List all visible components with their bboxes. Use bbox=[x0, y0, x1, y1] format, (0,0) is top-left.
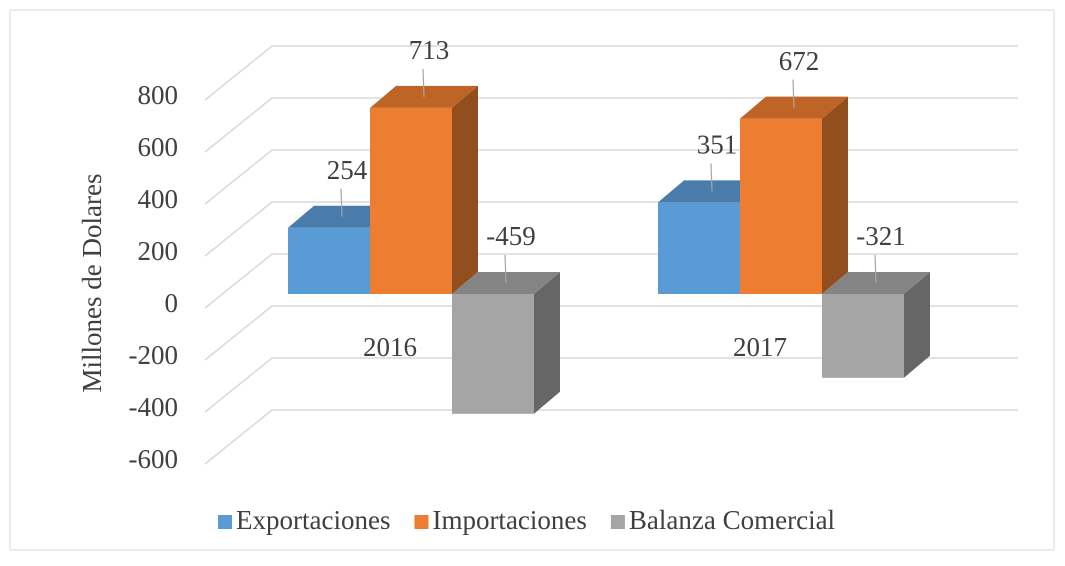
data-label: 254 bbox=[327, 155, 368, 185]
leader-line bbox=[422, 68, 425, 97]
data-label: -459 bbox=[486, 221, 536, 251]
x-tick-label: 2017 bbox=[733, 332, 787, 362]
legend-swatch bbox=[218, 515, 232, 529]
legend-label: Exportaciones bbox=[236, 505, 390, 535]
bar bbox=[452, 294, 534, 414]
y-tick-label: -400 bbox=[129, 392, 179, 422]
leader-line bbox=[710, 163, 713, 192]
data-label: 672 bbox=[779, 46, 820, 76]
legend-swatch bbox=[610, 515, 625, 529]
grid-line bbox=[204, 45, 1018, 101]
leader-line bbox=[340, 188, 343, 217]
y-tick-label: 0 bbox=[165, 288, 179, 318]
data-label: 351 bbox=[697, 130, 738, 160]
leader-line bbox=[874, 254, 877, 284]
bar-side bbox=[452, 85, 478, 294]
y-tick-label: 200 bbox=[138, 236, 179, 266]
bar bbox=[370, 107, 452, 294]
chart-border bbox=[9, 9, 1055, 551]
bar bbox=[288, 227, 370, 294]
y-tick-label: 400 bbox=[138, 184, 179, 214]
legend-label: Importaciones bbox=[432, 505, 586, 535]
y-tick-label: -200 bbox=[129, 340, 179, 370]
bar bbox=[822, 294, 904, 378]
y-tick-label: -600 bbox=[129, 444, 179, 474]
grid-line bbox=[204, 97, 1018, 153]
x-tick-label: 2016 bbox=[363, 332, 417, 362]
grid-line bbox=[204, 305, 1018, 361]
bar-side bbox=[822, 96, 848, 294]
leader-line bbox=[792, 79, 795, 108]
grid-line bbox=[204, 409, 1018, 465]
data-label: 713 bbox=[409, 35, 450, 65]
data-label: -321 bbox=[856, 221, 906, 251]
bar-side bbox=[534, 272, 560, 414]
bar bbox=[740, 118, 822, 294]
legend-swatch bbox=[414, 515, 429, 529]
bar-side bbox=[904, 272, 930, 378]
legend-label: Balanza Comercial bbox=[629, 505, 835, 535]
leader-line bbox=[504, 254, 507, 284]
y-tick-label: 600 bbox=[138, 132, 179, 162]
y-tick-label: 800 bbox=[138, 80, 179, 110]
bar bbox=[658, 202, 740, 294]
y-axis-label: Millones de Dolares bbox=[77, 174, 107, 393]
grid-line bbox=[204, 357, 1018, 413]
